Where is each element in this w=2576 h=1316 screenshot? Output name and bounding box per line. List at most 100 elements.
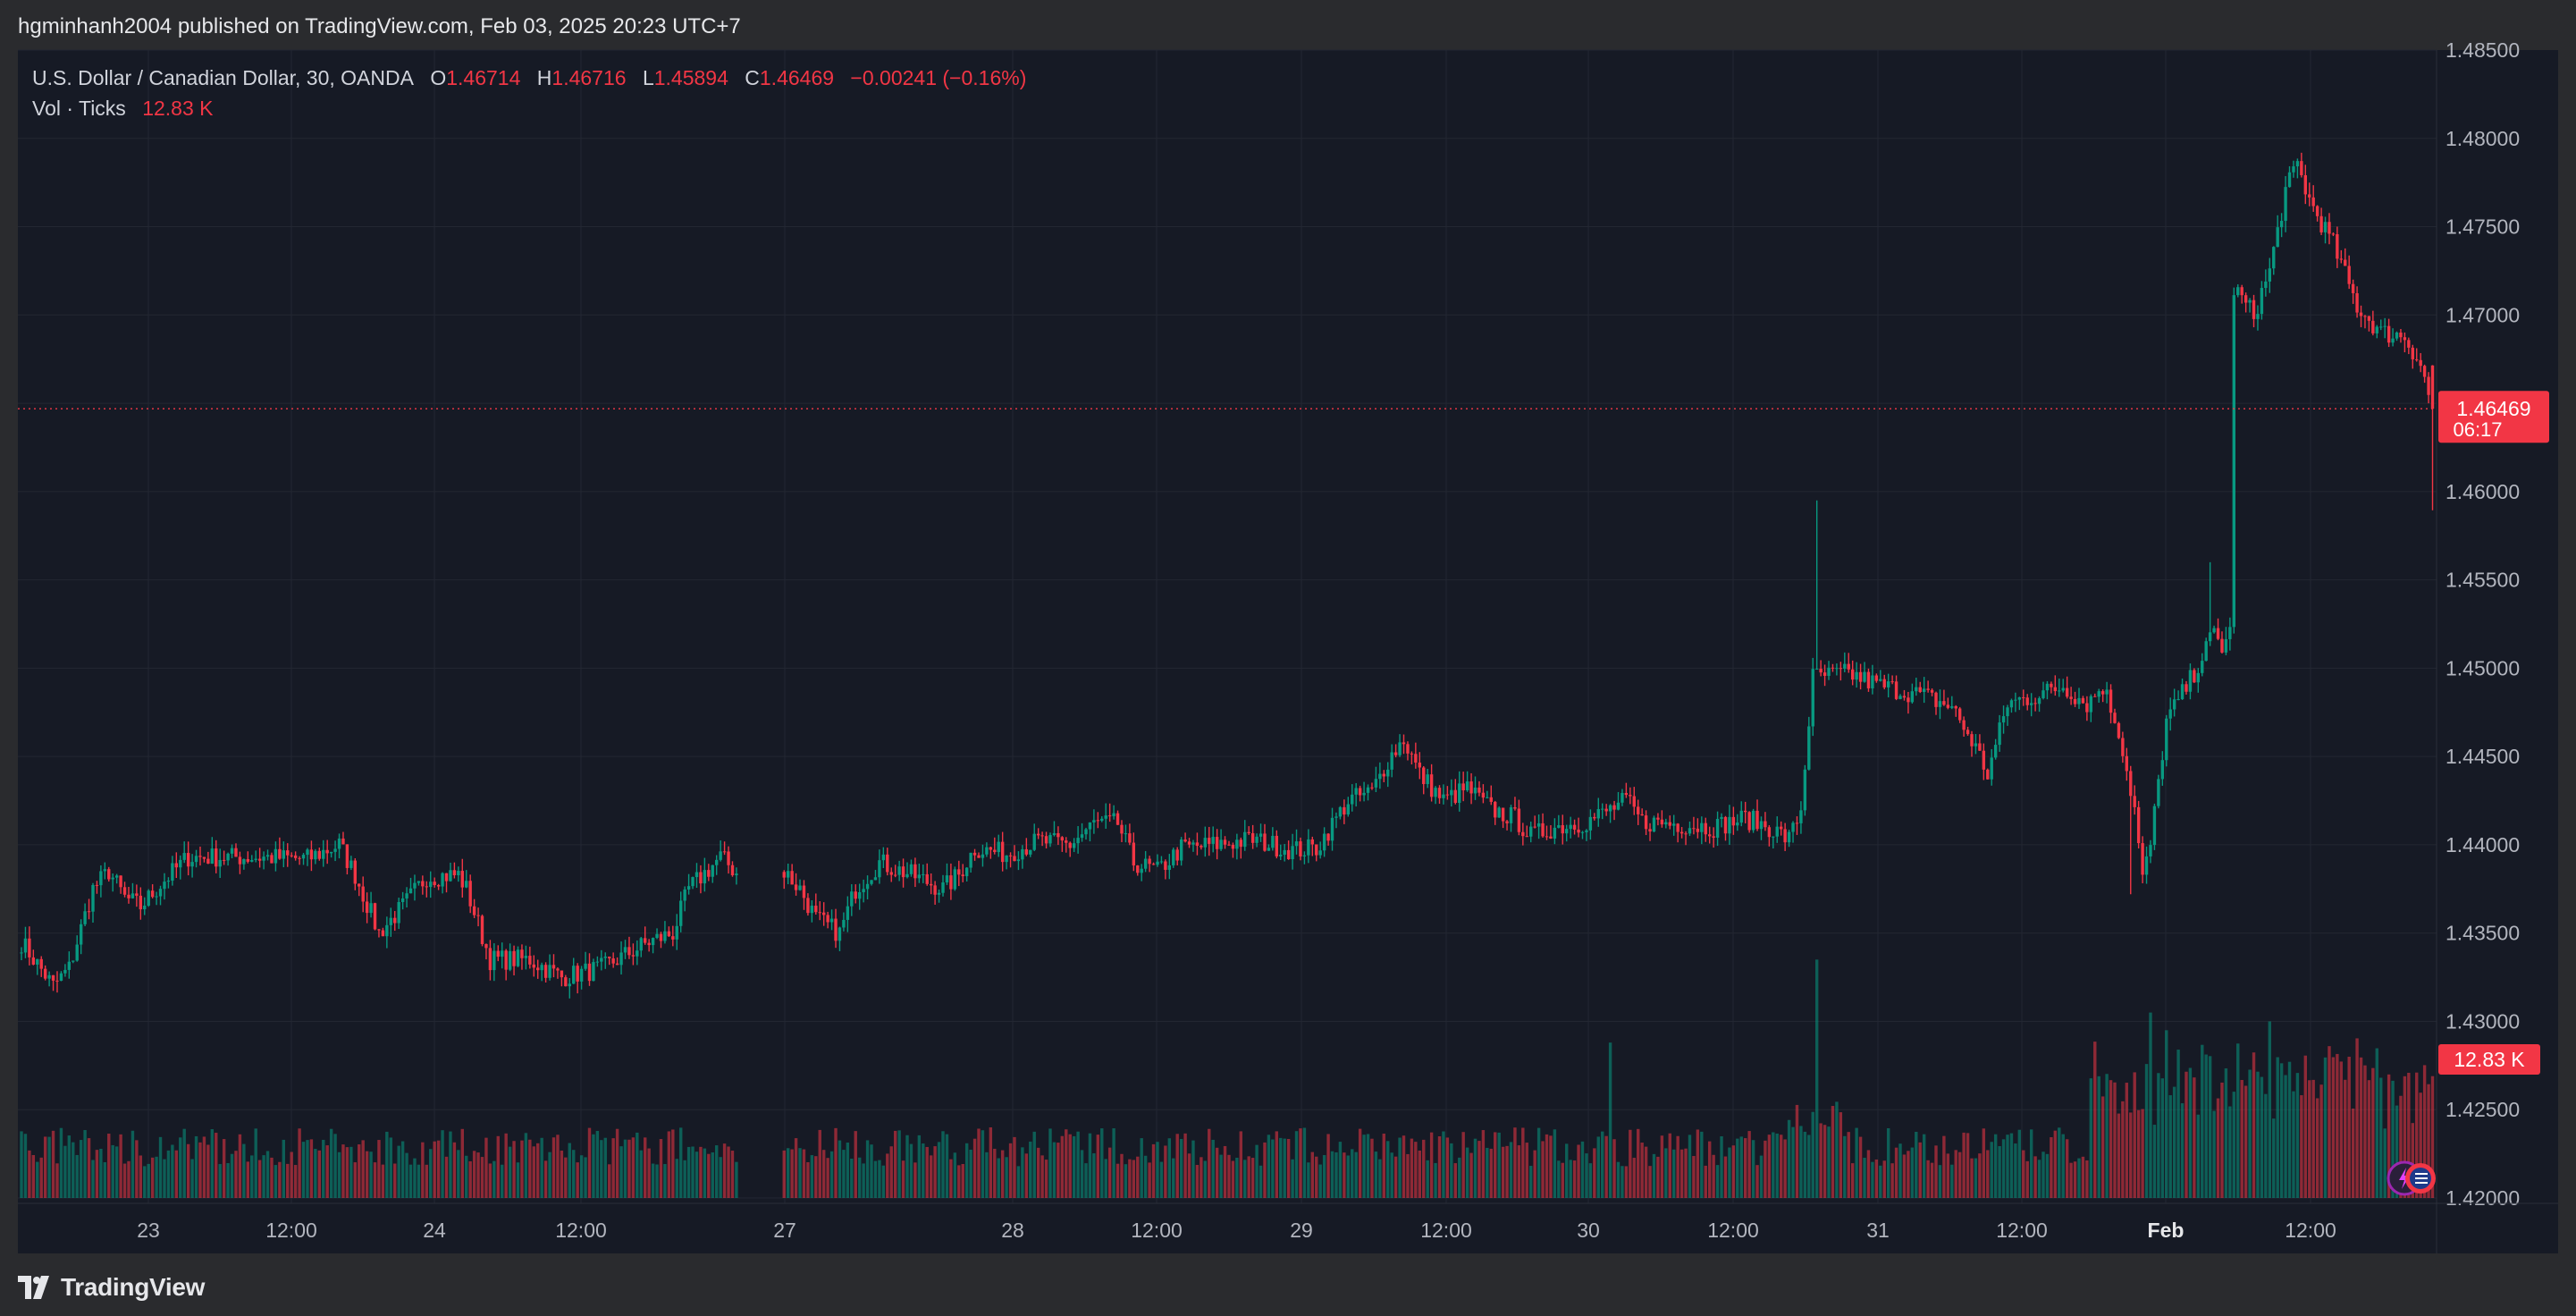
- candle-body: [1104, 815, 1107, 819]
- candle-body: [1894, 681, 1898, 699]
- candle-body: [2284, 187, 2287, 222]
- candle-body: [655, 933, 659, 939]
- volume-bar: [846, 1143, 850, 1198]
- volume-bar: [560, 1151, 564, 1198]
- volume-bar: [1783, 1139, 1787, 1198]
- candle-body: [1005, 855, 1008, 863]
- volume-bar: [1179, 1138, 1183, 1198]
- volume-bar: [1775, 1133, 1779, 1198]
- candle-body: [2303, 174, 2307, 195]
- volume-bar: [1930, 1162, 1934, 1198]
- candle-body: [257, 858, 262, 861]
- volume-bar: [1159, 1161, 1164, 1198]
- volume-bar: [2069, 1162, 2073, 1198]
- x-tick-label: 12:00: [555, 1219, 607, 1242]
- candle-body: [1183, 839, 1187, 842]
- volume-bar: [449, 1131, 452, 1198]
- volume-bar: [675, 1159, 678, 1198]
- volume-bar: [2033, 1156, 2037, 1198]
- candle-body: [488, 948, 492, 971]
- volume-bar: [1759, 1155, 1764, 1198]
- candle-body: [1692, 828, 1696, 830]
- volume-bar: [417, 1164, 421, 1198]
- candle-body: [925, 873, 929, 884]
- candle-body: [587, 963, 592, 982]
- volume-bar: [1922, 1134, 1926, 1198]
- x-tick-label: 12:00: [1420, 1219, 1472, 1242]
- candle-body: [179, 859, 182, 868]
- symbol-title[interactable]: U.S. Dollar / Canadian Dollar, 30, OANDA: [32, 66, 414, 89]
- candle-body: [2422, 366, 2427, 377]
- volume-bar: [298, 1128, 301, 1198]
- event-flags-icon[interactable]: [2385, 1159, 2438, 1198]
- volume-bar: [2319, 1084, 2323, 1198]
- candle-body: [1715, 818, 1720, 838]
- candle-body: [1036, 833, 1040, 836]
- candle-body: [1588, 816, 1593, 831]
- volume-bar: [889, 1146, 893, 1198]
- candle-body: [1656, 817, 1660, 820]
- candle-body: [122, 887, 127, 895]
- volume-bar: [2093, 1042, 2097, 1198]
- volume-bar: [1692, 1156, 1696, 1198]
- volume-badge: [2438, 1044, 2540, 1075]
- volume-bar: [429, 1149, 433, 1198]
- candle-body: [194, 856, 198, 863]
- volume-bar: [1307, 1162, 1310, 1198]
- candle-body: [1065, 840, 1068, 843]
- volume-bar: [659, 1139, 663, 1198]
- volume-bar: [703, 1148, 707, 1198]
- candle-body: [2387, 325, 2391, 343]
- volume-bar: [2379, 1077, 2383, 1198]
- candle-body: [2287, 172, 2292, 188]
- candle-body: [1759, 821, 1764, 830]
- volume-bar: [1032, 1131, 1036, 1198]
- candle-body: [397, 901, 400, 924]
- candle-body: [400, 898, 405, 902]
- candle-body: [1048, 835, 1052, 844]
- x-tick-label: 12:00: [265, 1219, 317, 1242]
- candle-body: [1326, 833, 1330, 841]
- candle-body: [2243, 295, 2248, 303]
- x-tick-label: 28: [1001, 1219, 1024, 1242]
- tradingview-logo[interactable]: TradingView: [18, 1273, 205, 1302]
- candle-body: [2279, 221, 2284, 228]
- volume-bar: [119, 1134, 122, 1198]
- candle-body: [190, 862, 194, 867]
- volume-bar: [1696, 1129, 1700, 1198]
- volume-bar: [1442, 1131, 1445, 1198]
- volume-bar: [436, 1140, 441, 1198]
- candle-body: [2411, 347, 2414, 359]
- candle-body: [2149, 845, 2152, 856]
- volume-bar: [1374, 1152, 1378, 1198]
- volume-bar: [1494, 1132, 1497, 1198]
- volume-bar: [636, 1132, 639, 1198]
- volume-bar: [2395, 1105, 2399, 1198]
- volume-label[interactable]: Vol · Ticks: [32, 97, 126, 120]
- candle-body: [592, 962, 595, 982]
- candle-body: [536, 967, 540, 971]
- candle-body: [1557, 825, 1561, 828]
- volume-bar: [2272, 1118, 2276, 1198]
- candle-body: [2355, 293, 2359, 313]
- candlestick-chart[interactable]: 1.485001.480001.475001.470001.465001.460…: [0, 0, 2576, 1253]
- candle-body: [1351, 794, 1354, 805]
- volume-bar: [1934, 1145, 1938, 1198]
- volume-bar: [79, 1140, 83, 1198]
- volume-bar: [1434, 1162, 1437, 1198]
- volume-bar: [1894, 1147, 1898, 1198]
- volume-bar: [1187, 1153, 1191, 1198]
- candle-body: [1879, 679, 1882, 681]
- candle-body: [147, 890, 150, 907]
- candle-body: [1970, 734, 1974, 747]
- candle-body: [818, 912, 821, 914]
- volume-bar: [1608, 1042, 1612, 1198]
- candle-body: [2168, 709, 2172, 719]
- volume-bar: [1096, 1135, 1100, 1198]
- candle-body: [465, 881, 468, 888]
- volume-bar: [361, 1140, 365, 1198]
- candle-body: [1712, 836, 1715, 838]
- candle-body: [686, 886, 691, 890]
- volume-bar: [707, 1153, 711, 1198]
- candle-body: [429, 882, 433, 888]
